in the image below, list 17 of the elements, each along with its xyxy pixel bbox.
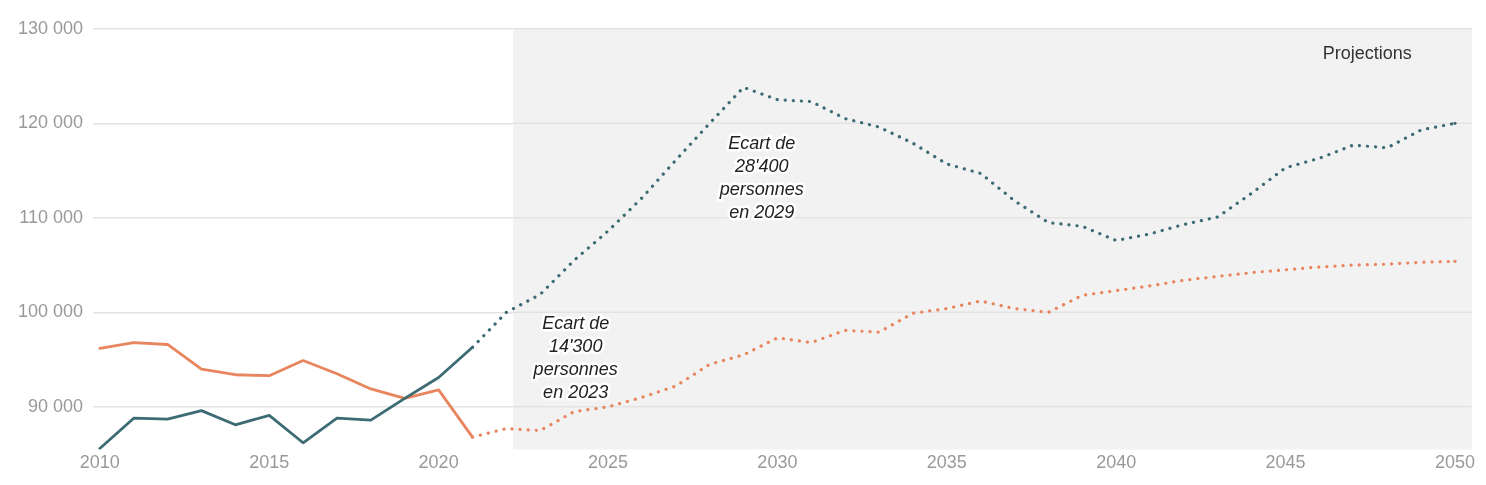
x-tick-label: 2015 <box>249 452 290 473</box>
x-tick-label: 2040 <box>1096 452 1137 473</box>
annotation: Ecart de 14'300 personnes en 2023 <box>532 313 618 403</box>
y-tick-label: 120 000 <box>17 112 84 133</box>
annotation: Ecart de 28'400 personnes en 2029 <box>718 132 804 222</box>
y-tick-label: 130 000 <box>17 17 84 38</box>
x-tick-label: 2025 <box>587 452 629 473</box>
x-tick-label: 2045 <box>1265 452 1306 473</box>
y-tick-label: 110 000 <box>19 206 84 227</box>
x-tick-label: 2050 <box>1434 452 1475 473</box>
band-label: Projections <box>1322 42 1412 63</box>
x-tick-label: 2020 <box>418 452 459 473</box>
y-tick-label: 100 000 <box>17 301 84 322</box>
y-tick-label: 90 000 <box>28 395 84 416</box>
x-tick-label: 2035 <box>926 452 967 473</box>
x-tick-label: 2010 <box>79 452 120 473</box>
x-tick-label: 2030 <box>757 452 798 473</box>
